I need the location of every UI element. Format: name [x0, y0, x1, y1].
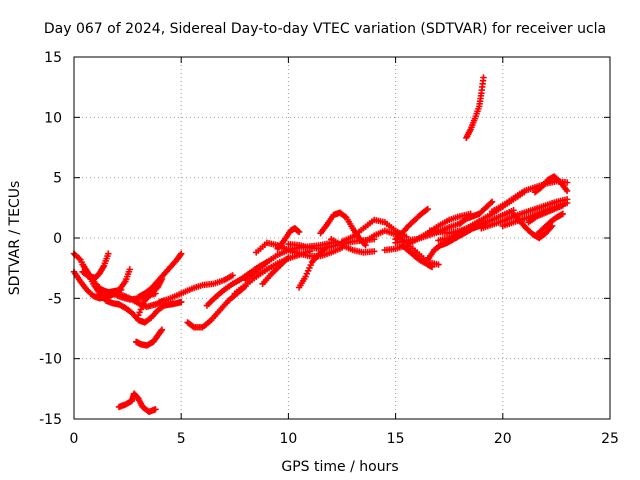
data-point [480, 74, 487, 81]
data-point [158, 275, 166, 283]
series-arc-28 [398, 242, 436, 271]
series-arc-23 [328, 236, 378, 256]
series-arc-33 [463, 74, 487, 142]
data-point [229, 272, 236, 279]
data-point [178, 250, 185, 257]
data-point [428, 263, 436, 271]
data-point [105, 250, 112, 257]
series-arc-18 [274, 225, 303, 253]
series-arc-08 [135, 275, 166, 319]
data-point [178, 298, 185, 306]
grid [74, 57, 610, 419]
series-arc-22 [338, 216, 410, 245]
data-point [189, 323, 196, 330]
data-point [548, 222, 556, 230]
data-point [563, 187, 571, 195]
data-point [423, 206, 430, 214]
data-point [487, 199, 494, 207]
series-arc-27 [392, 205, 431, 243]
y-tick-label: 15 [44, 50, 62, 66]
data-point [559, 202, 567, 209]
y-tick-label: 5 [53, 171, 62, 187]
x-tick-label: 5 [177, 431, 186, 447]
y-tick-label: -10 [39, 352, 62, 368]
axis-ticks: 0 5 10 15 20 25 -15 -10 -5 0 5 10 15 [39, 50, 619, 447]
data-point [563, 199, 571, 207]
series-arc-11 [156, 272, 236, 306]
series-arc-17 [259, 254, 292, 288]
data-point [488, 198, 496, 205]
series-arc-39 [531, 173, 571, 196]
data-point [285, 254, 292, 261]
data-points [70, 74, 571, 415]
data-point [177, 251, 184, 259]
x-tick-label: 10 [279, 431, 297, 447]
data-point [157, 327, 165, 335]
x-axis-label: GPS time / hours [281, 459, 398, 475]
y-tick-label: 10 [44, 110, 62, 126]
data-point [424, 205, 431, 213]
y-axis-label: SDTVAR / TECUs [7, 181, 23, 296]
x-tick-label: 25 [601, 431, 619, 447]
data-point [75, 255, 83, 262]
series-arc-32 [456, 198, 496, 227]
data-point [126, 266, 133, 273]
series-arc-40 [533, 210, 567, 238]
data-point [435, 261, 442, 268]
data-point [370, 248, 378, 255]
x-tick-label: 15 [387, 431, 405, 447]
data-point [152, 406, 159, 413]
series-arc-10 [115, 390, 159, 415]
chart-title: Day 067 of 2024, Sidereal Day-to-day VTE… [44, 21, 606, 37]
y-tick-label: -15 [39, 412, 62, 428]
data-point [158, 326, 166, 333]
y-tick-label: 0 [53, 231, 62, 247]
data-point [295, 228, 303, 236]
x-tick-label: 20 [494, 431, 512, 447]
data-point [559, 210, 567, 218]
series-arc-38 [525, 202, 567, 226]
y-tick-label: -5 [48, 291, 62, 307]
series-arc-09 [132, 326, 166, 349]
data-point [563, 179, 571, 186]
x-tick-label: 0 [70, 431, 79, 447]
